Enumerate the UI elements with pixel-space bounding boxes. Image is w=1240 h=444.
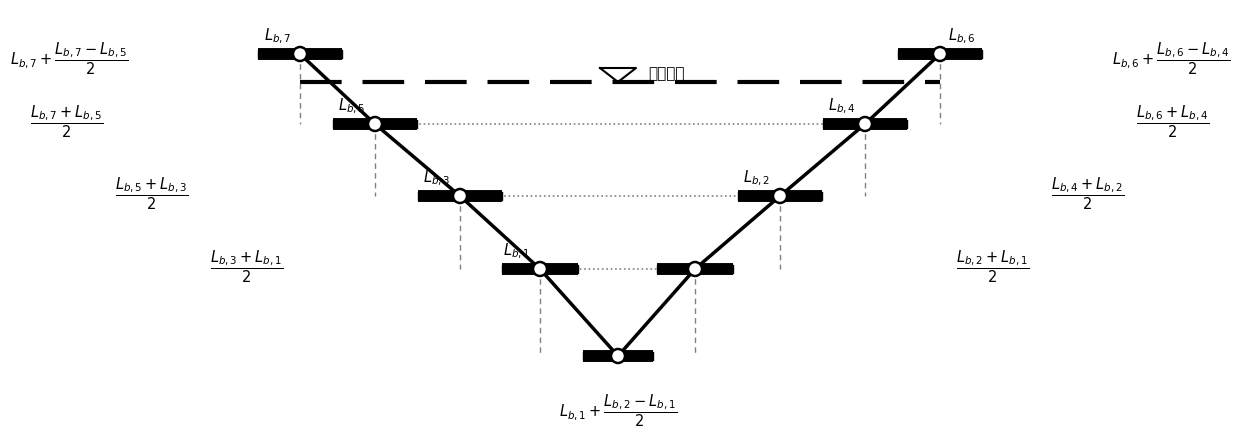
Text: $L_{b,7} + \dfrac{L_{b,7} - L_{b,5}}{2}$: $L_{b,7} + \dfrac{L_{b,7} - L_{b,5}}{2}$ [10,41,129,77]
Circle shape [293,47,308,61]
Text: $L_{b,3}$: $L_{b,3}$ [423,169,451,188]
Circle shape [611,349,625,363]
Text: $L_{b,7}$: $L_{b,7}$ [264,27,291,46]
Circle shape [932,47,947,61]
Text: $\dfrac{L_{b,4} + L_{b,2}}{2}$: $\dfrac{L_{b,4} + L_{b,2}}{2}$ [1052,176,1125,212]
Circle shape [688,262,702,276]
Text: $\dfrac{L_{b,6} + L_{b,4}}{2}$: $\dfrac{L_{b,6} + L_{b,4}}{2}$ [1136,103,1210,140]
Text: $L_{b,1} + \dfrac{L_{b,2} - L_{b,1}}{2}$: $L_{b,1} + \dfrac{L_{b,2} - L_{b,1}}{2}$ [559,392,677,429]
Text: $L_{b,2}$: $L_{b,2}$ [743,169,770,188]
Text: $\dfrac{L_{b,7} + L_{b,5}}{2}$: $\dfrac{L_{b,7} + L_{b,5}}{2}$ [30,103,104,140]
Text: $\dfrac{L_{b,2} + L_{b,1}}{2}$: $\dfrac{L_{b,2} + L_{b,1}}{2}$ [956,249,1030,285]
Text: $\dfrac{L_{b,5} + L_{b,3}}{2}$: $\dfrac{L_{b,5} + L_{b,3}}{2}$ [115,176,188,212]
Text: $L_{b,6} + \dfrac{L_{b,6} - L_{b,4}}{2}$: $L_{b,6} + \dfrac{L_{b,6} - L_{b,4}}{2}$ [1111,41,1230,77]
Circle shape [858,117,872,131]
Text: $L_{b,5}$: $L_{b,5}$ [339,97,366,116]
Circle shape [368,117,382,131]
Text: $L_{b,6}$: $L_{b,6}$ [949,27,976,46]
Text: $L_{b,1}$: $L_{b,1}$ [503,242,531,261]
Text: 湖泊水位: 湖泊水位 [649,67,684,82]
Circle shape [773,189,787,203]
Circle shape [533,262,547,276]
Text: $L_{b,4}$: $L_{b,4}$ [828,97,856,116]
Text: $\dfrac{L_{b,3} + L_{b,1}}{2}$: $\dfrac{L_{b,3} + L_{b,1}}{2}$ [210,249,284,285]
Circle shape [453,189,467,203]
